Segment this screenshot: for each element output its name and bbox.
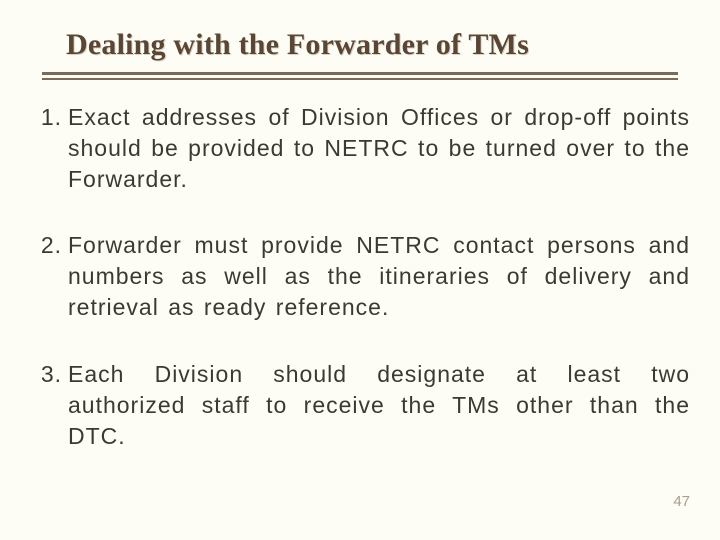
- list-number: 3.: [28, 359, 68, 390]
- title-underline: [42, 72, 678, 80]
- slide-title: Dealing with the Forwarder of TMs: [66, 28, 696, 62]
- list-item: 3. Each Division should designate at lea…: [28, 359, 690, 451]
- slide: Dealing with the Forwarder of TMs 1. Exa…: [0, 0, 720, 540]
- list-number: 1.: [28, 102, 68, 133]
- list-item: 2. Forwarder must provide NETRC contact …: [28, 230, 690, 322]
- list-text: Forwarder must provide NETRC contact per…: [68, 230, 690, 322]
- list-text: Each Division should designate at least …: [68, 359, 690, 451]
- page-number: 47: [673, 493, 690, 510]
- list-item: 1. Exact addresses of Division Offices o…: [28, 102, 690, 194]
- list-text: Exact addresses of Division Offices or d…: [68, 102, 690, 194]
- numbered-list: 1. Exact addresses of Division Offices o…: [24, 102, 696, 451]
- list-number: 2.: [28, 230, 68, 261]
